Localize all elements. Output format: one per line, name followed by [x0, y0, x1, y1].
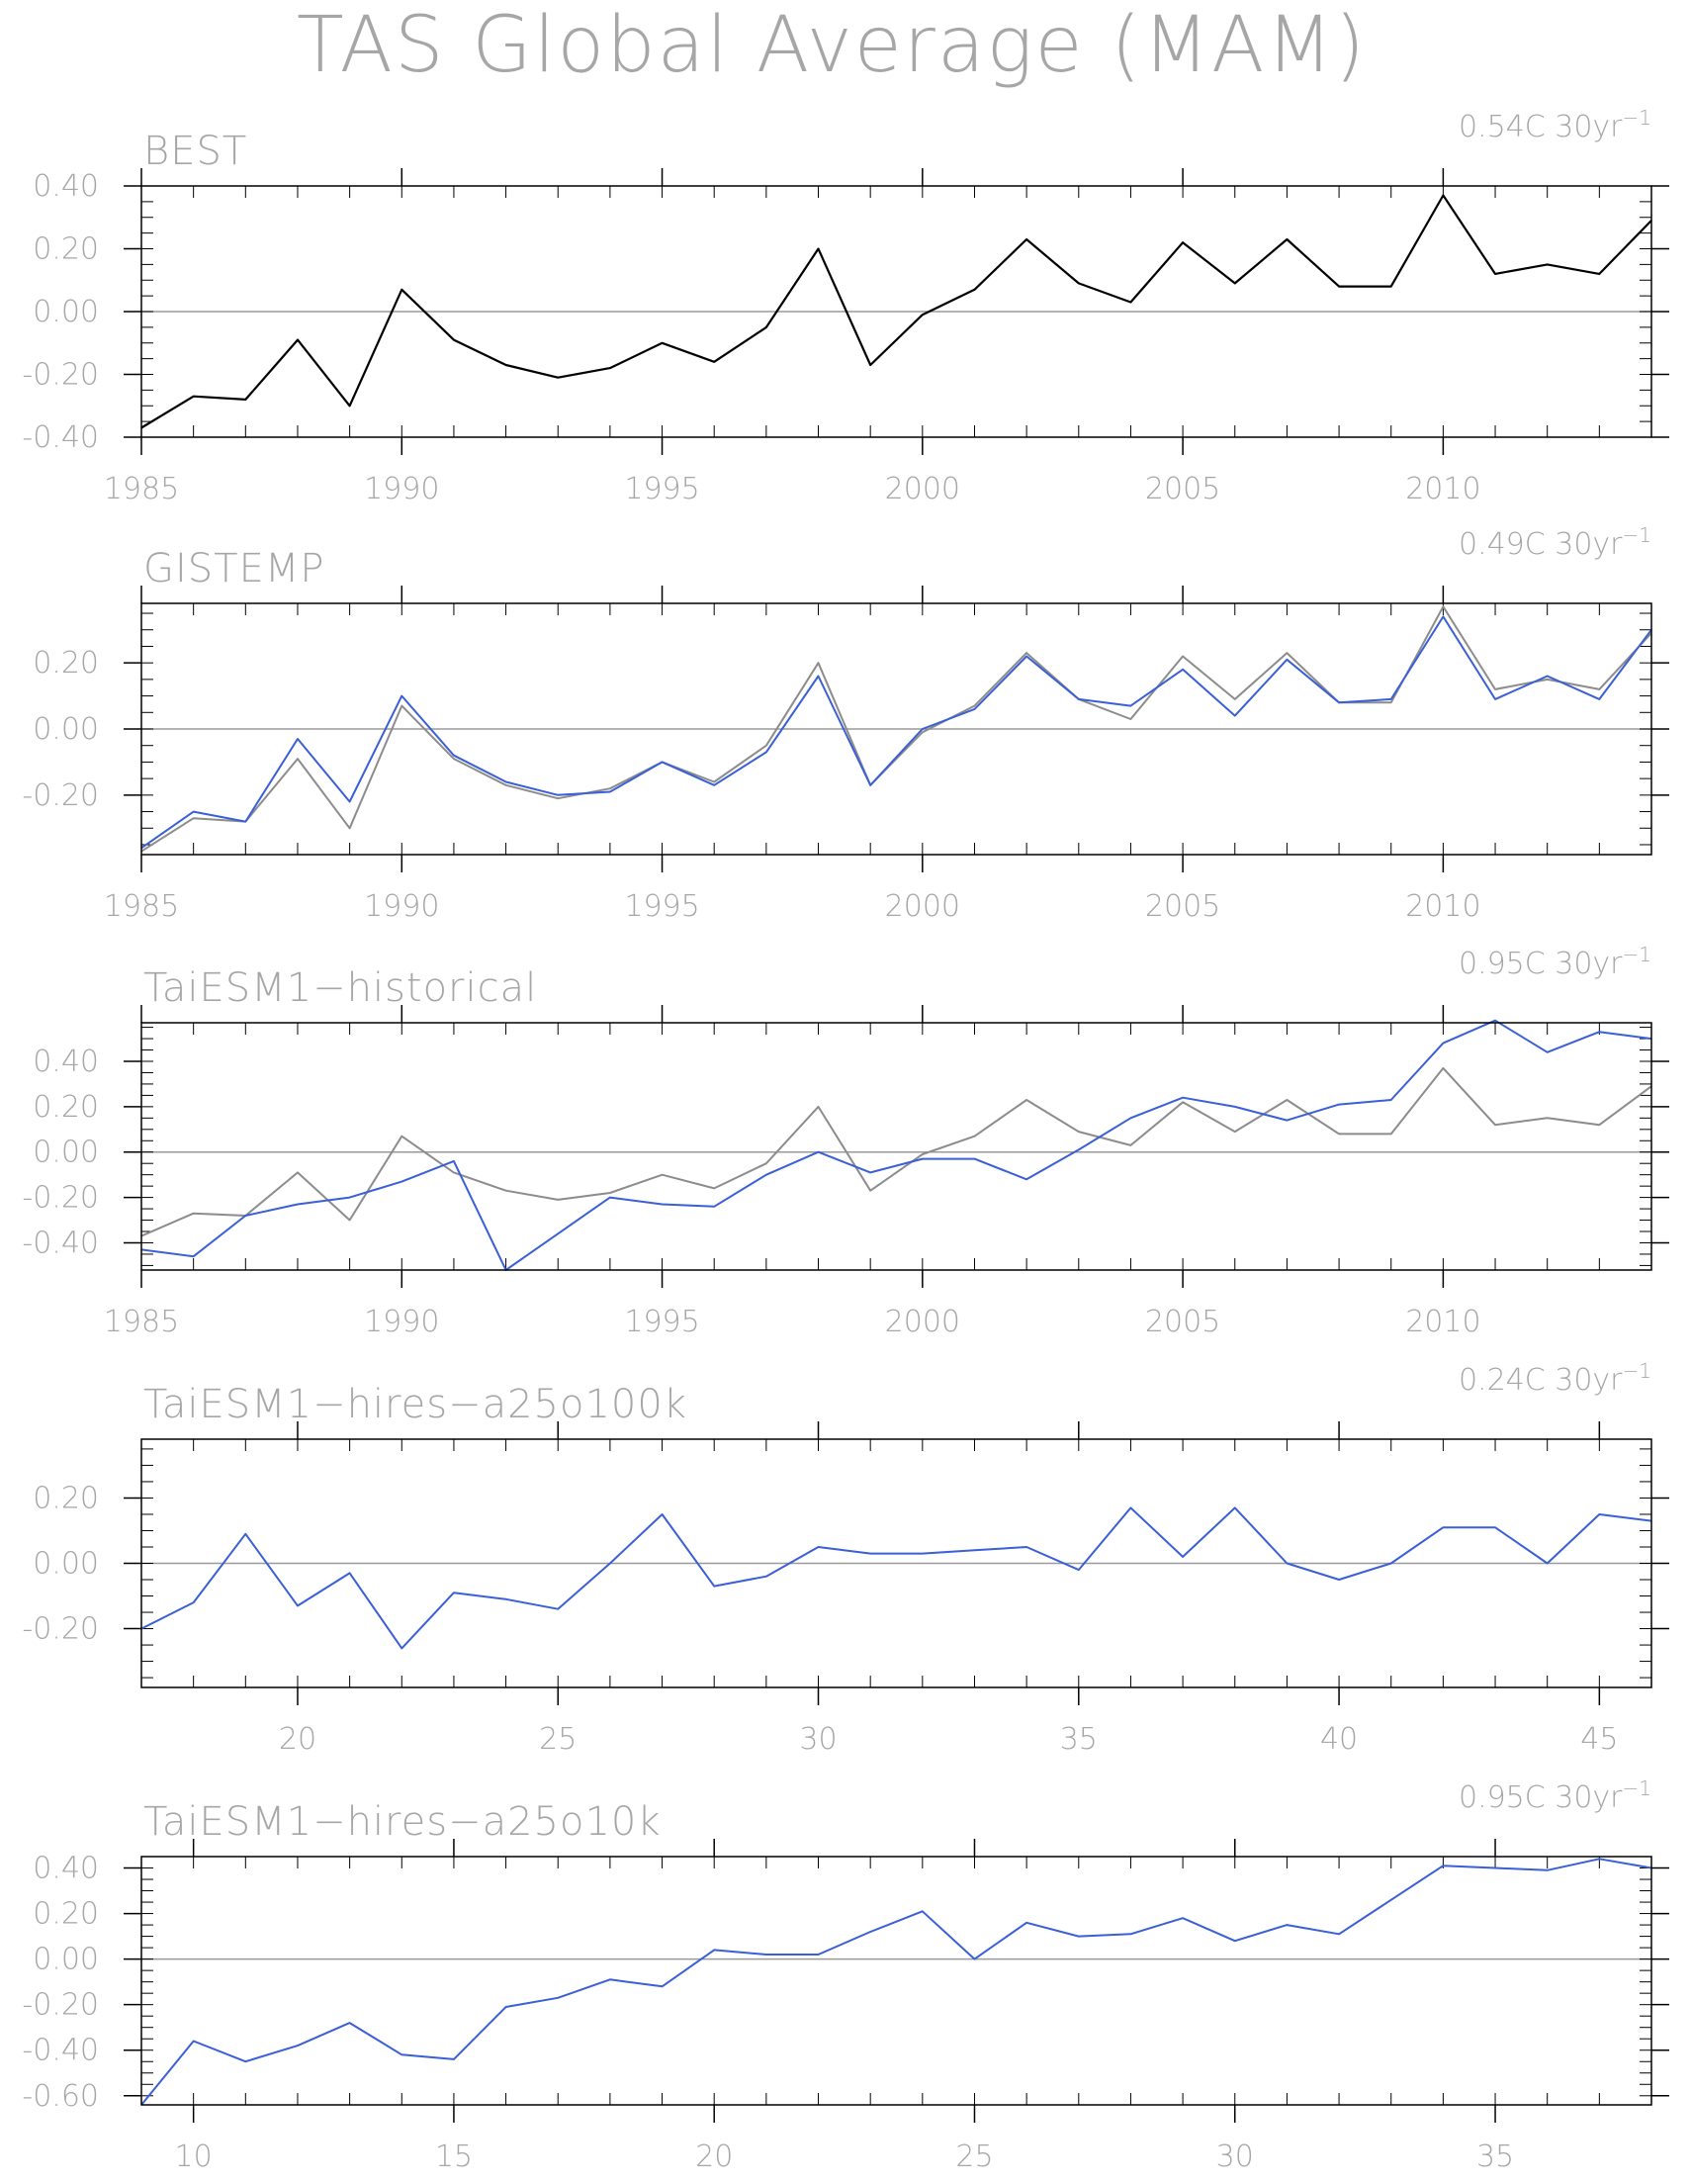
trend-unit: 30yr [1555, 1780, 1623, 1815]
trend-annotation: 0.54C 30yr−1 [1459, 106, 1651, 144]
x-tick-label: 2010 [1405, 472, 1480, 506]
x-tick-label: 1985 [104, 889, 179, 924]
x-tick-label: 25 [539, 1722, 577, 1757]
trend-value: 0.95C [1459, 1780, 1555, 1815]
x-tick-label: 1990 [364, 889, 439, 924]
x-tick-label: 1985 [104, 1305, 179, 1339]
series-line-model [140, 1019, 1652, 1271]
x-tick-label: 10 [175, 2139, 213, 2174]
y-tick-label: -0.60 [22, 2079, 99, 2114]
y-tick-label: -0.20 [22, 1612, 99, 1647]
panel-title: GISTEMP [143, 546, 325, 592]
panel-title: TaiESM1−hires−a25o100k [143, 1382, 687, 1427]
y-tick-label: -0.20 [22, 778, 99, 813]
x-tick-label: 2000 [885, 1305, 960, 1339]
x-tick-label: 2005 [1145, 472, 1220, 506]
y-tick-label: 0.00 [33, 1943, 99, 1977]
y-tick-label: -0.40 [22, 1226, 99, 1260]
trend-annotation: 0.95C 30yr−1 [1459, 1776, 1651, 1815]
trend-unit: 30yr [1555, 1363, 1623, 1398]
x-tick-label: 1985 [104, 472, 179, 506]
chart-panel: GISTEMP 0.49C 30yr−1 -0.20 0.00 0.20 1985 1990… [22, 523, 1669, 924]
x-tick-label: 15 [435, 2139, 473, 2174]
x-tick-label: 2005 [1145, 889, 1220, 924]
chart-panel: TaiESM1−hires−a25o100k 0.24C 30yr−1 -0.20 0… [22, 1359, 1669, 1757]
y-tick-label: -0.20 [22, 358, 99, 393]
y-tick-label: 0.00 [33, 295, 99, 329]
x-tick-label: 1990 [364, 472, 439, 506]
y-tick-label: 0.00 [33, 712, 99, 747]
y-tick-label: 0.40 [33, 1852, 99, 1886]
panel-title: TaiESM1−hires−a25o10k [143, 1799, 662, 1845]
y-tick-label: 0.40 [33, 1045, 99, 1079]
y-tick-label: -0.20 [22, 1181, 99, 1216]
trend-exponent: −1 [1623, 1359, 1651, 1383]
y-tick-label: 0.20 [33, 232, 99, 267]
trend-unit: 30yr [1555, 527, 1623, 562]
y-tick-label: 0.00 [33, 1136, 99, 1170]
trend-exponent: −1 [1623, 106, 1651, 130]
x-tick-label: 30 [1216, 2139, 1254, 2174]
x-tick-label: 20 [695, 2139, 733, 2174]
x-tick-label: 30 [799, 1722, 837, 1757]
y-tick-label: 0.40 [33, 169, 99, 204]
x-tick-label: 1995 [624, 1305, 699, 1339]
x-tick-label: 2005 [1145, 1305, 1220, 1339]
x-tick-label: 1995 [624, 472, 699, 506]
panel-title: TaiESM1−historical [143, 965, 537, 1011]
trend-annotation: 0.95C 30yr−1 [1459, 943, 1651, 981]
chart-panel: TaiESM1−historical 0.95C 30yr−1 -0.40 -0.20… [22, 943, 1669, 1339]
y-tick-label: 0.20 [33, 1897, 99, 1932]
trend-exponent: −1 [1623, 943, 1651, 966]
y-tick-label: 0.20 [33, 1090, 99, 1125]
series-line-observation [140, 194, 1652, 429]
series-line-reference [140, 1066, 1652, 1237]
trend-annotation: 0.24C 30yr−1 [1459, 1359, 1651, 1398]
trend-value: 0.49C [1459, 527, 1555, 562]
trend-value: 0.24C [1459, 1363, 1555, 1398]
chart-panel: BEST 0.54C 30yr−1 -0.40 -0.20 0.00 0.20 0.40 19… [22, 106, 1669, 506]
x-tick-label: 35 [1476, 2139, 1514, 2174]
x-tick-label: 35 [1060, 1722, 1098, 1757]
y-tick-label: 0.20 [33, 646, 99, 681]
x-tick-label: 2000 [885, 889, 960, 924]
y-tick-label: -0.40 [22, 2034, 99, 2068]
trend-value: 0.54C [1459, 110, 1555, 144]
trend-unit: 30yr [1555, 110, 1623, 144]
y-tick-label: 0.00 [33, 1547, 99, 1582]
series-line-model [140, 1506, 1652, 1650]
plot-frame [140, 1438, 1652, 1688]
plot-frame [140, 602, 1652, 856]
x-tick-label: 20 [279, 1722, 316, 1757]
plot-frame [140, 1856, 1652, 2106]
plot-frame [140, 185, 1652, 438]
series-line-model [140, 1858, 1652, 2106]
trend-annotation: 0.49C 30yr−1 [1459, 523, 1651, 562]
main-title: TAS Global Average (MAM) [297, 1, 1367, 90]
chart-panel: TaiESM1−hires−a25o10k 0.95C 30yr−1 -0.60 -0… [22, 1776, 1669, 2174]
x-tick-label: 2010 [1405, 889, 1480, 924]
panel-title: BEST [143, 129, 247, 174]
x-tick-label: 2010 [1405, 1305, 1480, 1339]
trend-unit: 30yr [1555, 947, 1623, 981]
x-tick-label: 2000 [885, 472, 960, 506]
x-tick-label: 40 [1320, 1722, 1358, 1757]
plot-frame [140, 1022, 1652, 1271]
y-tick-label: -0.40 [22, 420, 99, 455]
x-tick-label: 1990 [364, 1305, 439, 1339]
x-tick-label: 45 [1580, 1722, 1618, 1757]
trend-exponent: −1 [1623, 523, 1651, 547]
trend-exponent: −1 [1623, 1776, 1651, 1800]
y-tick-label: 0.20 [33, 1481, 99, 1515]
trend-value: 0.95C [1459, 947, 1555, 981]
series-line-model [140, 615, 1652, 850]
x-tick-label: 1995 [624, 889, 699, 924]
x-tick-label: 25 [955, 2139, 993, 2174]
y-tick-label: -0.20 [22, 1988, 99, 2023]
